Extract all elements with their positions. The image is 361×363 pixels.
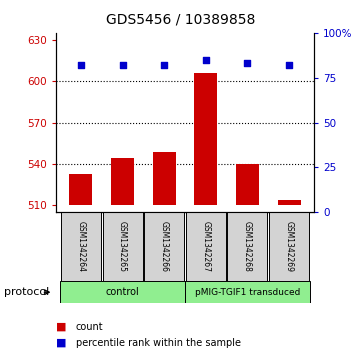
Bar: [185, 281, 310, 303]
Text: protocol: protocol: [4, 287, 49, 297]
Text: pMIG-TGIF1 transduced: pMIG-TGIF1 transduced: [195, 288, 300, 297]
Text: ■: ■: [56, 338, 66, 348]
Text: GSM1342269: GSM1342269: [284, 221, 293, 272]
Bar: [60, 281, 185, 303]
Bar: [194, 73, 217, 205]
Text: GDS5456 / 10389858: GDS5456 / 10389858: [106, 13, 255, 27]
Bar: [236, 164, 259, 205]
Bar: [227, 212, 268, 281]
Text: GSM1342268: GSM1342268: [243, 221, 252, 272]
Point: [286, 62, 292, 68]
Text: GSM1342264: GSM1342264: [77, 221, 86, 272]
Point: [244, 60, 250, 66]
Bar: [186, 212, 226, 281]
Text: GSM1342265: GSM1342265: [118, 221, 127, 272]
Bar: [153, 151, 176, 205]
Point: [78, 62, 84, 68]
Bar: [61, 212, 101, 281]
Text: control: control: [106, 287, 139, 297]
Text: GSM1342266: GSM1342266: [160, 221, 169, 272]
Bar: [144, 212, 184, 281]
Text: GSM1342267: GSM1342267: [201, 221, 210, 272]
Point: [120, 62, 126, 68]
Point: [161, 62, 167, 68]
Bar: [69, 174, 92, 205]
Bar: [111, 159, 134, 205]
Point: [203, 57, 209, 62]
Bar: [103, 212, 143, 281]
Text: count: count: [76, 322, 104, 332]
Bar: [269, 212, 309, 281]
Bar: [278, 200, 301, 205]
Text: ■: ■: [56, 322, 66, 332]
Text: percentile rank within the sample: percentile rank within the sample: [76, 338, 241, 348]
